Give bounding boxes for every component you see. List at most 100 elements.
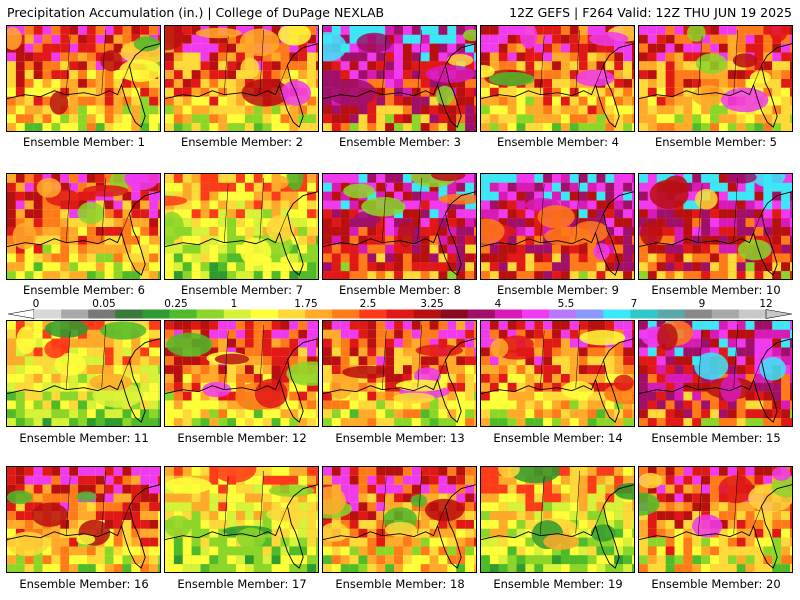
precip-cell bbox=[307, 34, 317, 44]
precip-cell bbox=[411, 191, 421, 201]
precip-cell bbox=[438, 493, 448, 503]
precip-cell bbox=[411, 226, 421, 236]
precip-cell bbox=[182, 382, 192, 392]
precip-cell bbox=[42, 262, 52, 272]
precip-cell bbox=[507, 409, 517, 419]
precip-cell bbox=[420, 329, 430, 339]
precip-cell bbox=[191, 519, 201, 529]
precip-cell bbox=[307, 182, 317, 192]
precip-cell bbox=[772, 329, 782, 339]
precip-cell bbox=[790, 253, 792, 263]
precip-cell bbox=[587, 347, 597, 357]
precip-cell bbox=[489, 409, 499, 419]
precip-cell bbox=[244, 546, 254, 556]
precip-cell bbox=[587, 262, 597, 272]
colorbar-swatch bbox=[250, 309, 279, 319]
precip-cell bbox=[516, 26, 526, 35]
precip-cell bbox=[507, 87, 517, 97]
precip-cell bbox=[560, 418, 570, 426]
precip-cell bbox=[578, 123, 588, 131]
precip-cell bbox=[525, 87, 535, 97]
precip-cell bbox=[790, 338, 792, 348]
precip-cell bbox=[623, 253, 633, 263]
precip-cell bbox=[69, 493, 79, 503]
precip-cell bbox=[113, 467, 123, 476]
precip-cell bbox=[745, 555, 755, 565]
precip-cell bbox=[578, 200, 588, 210]
precip-cell bbox=[394, 347, 403, 357]
precip-cell bbox=[632, 418, 634, 426]
precip-cell bbox=[623, 365, 633, 374]
precip-cell bbox=[349, 537, 359, 547]
precip-cell bbox=[95, 418, 105, 426]
precip-cell bbox=[236, 321, 245, 330]
coastline bbox=[7, 191, 160, 276]
precip-cell bbox=[165, 356, 174, 366]
precip-cell bbox=[86, 271, 96, 279]
precip-cell bbox=[543, 356, 553, 366]
precip-cell bbox=[456, 96, 466, 106]
precip-cell bbox=[552, 409, 561, 419]
precip-cell bbox=[358, 329, 368, 339]
precip-cell bbox=[456, 537, 466, 547]
precip-cell bbox=[781, 373, 791, 383]
precip-cell bbox=[218, 347, 228, 357]
precip-cell bbox=[33, 34, 43, 44]
model-run-info: 12Z GEFS | F264 Valid: 12Z THU JUN 19 20… bbox=[509, 5, 792, 20]
precip-cell bbox=[173, 114, 183, 124]
precip-cell bbox=[95, 87, 105, 97]
precip-cell bbox=[736, 555, 746, 565]
precip-cell bbox=[710, 564, 719, 572]
precip-cell bbox=[543, 555, 553, 565]
precip-cell bbox=[191, 52, 201, 62]
precip-cell bbox=[78, 226, 87, 236]
precip-cell bbox=[331, 26, 341, 35]
precip-cell bbox=[385, 321, 395, 330]
precip-cell bbox=[158, 519, 160, 529]
precip-cell bbox=[710, 70, 719, 79]
precip-cell bbox=[7, 191, 16, 201]
precip-cell bbox=[498, 244, 508, 254]
precipitation-map bbox=[323, 174, 476, 279]
precip-cell bbox=[349, 226, 359, 236]
precip-cell bbox=[632, 365, 634, 374]
precip-cell bbox=[15, 555, 25, 565]
precip-cell bbox=[358, 235, 368, 245]
precip-cell bbox=[632, 409, 634, 419]
precip-cell bbox=[639, 356, 648, 366]
precip-cell bbox=[253, 484, 263, 494]
precip-cell bbox=[498, 475, 508, 485]
precip-cell bbox=[60, 235, 70, 245]
precip-cell bbox=[298, 123, 308, 131]
precip-cell bbox=[754, 467, 764, 476]
precip-cell bbox=[349, 34, 359, 44]
precip-cell bbox=[683, 365, 693, 374]
precip-cell bbox=[516, 537, 526, 547]
precip-cell bbox=[534, 546, 544, 556]
precip-cell bbox=[316, 200, 318, 210]
precip-cell bbox=[534, 191, 544, 201]
precip-cell bbox=[614, 347, 624, 357]
precip-cell bbox=[674, 70, 684, 79]
precip-cell bbox=[182, 61, 192, 71]
precip-cell bbox=[104, 511, 114, 520]
precip-cell bbox=[42, 114, 52, 124]
precip-cell bbox=[78, 26, 87, 35]
precip-cell bbox=[763, 123, 773, 131]
precip-cell bbox=[227, 329, 237, 339]
precip-cell bbox=[525, 528, 535, 538]
precip-blob bbox=[89, 373, 133, 391]
precip-cell bbox=[376, 271, 386, 279]
precip-cell bbox=[552, 564, 561, 572]
precip-cell bbox=[474, 564, 476, 572]
precip-cell bbox=[323, 564, 332, 572]
state-borders bbox=[697, 324, 762, 390]
precip-cell bbox=[86, 96, 96, 106]
precip-cell bbox=[298, 105, 308, 115]
precip-cell bbox=[376, 226, 386, 236]
precip-cell bbox=[481, 191, 490, 201]
precip-cell bbox=[173, 537, 183, 547]
precip-cell bbox=[569, 209, 579, 219]
precip-cell bbox=[465, 373, 475, 383]
precip-cell bbox=[140, 26, 150, 35]
